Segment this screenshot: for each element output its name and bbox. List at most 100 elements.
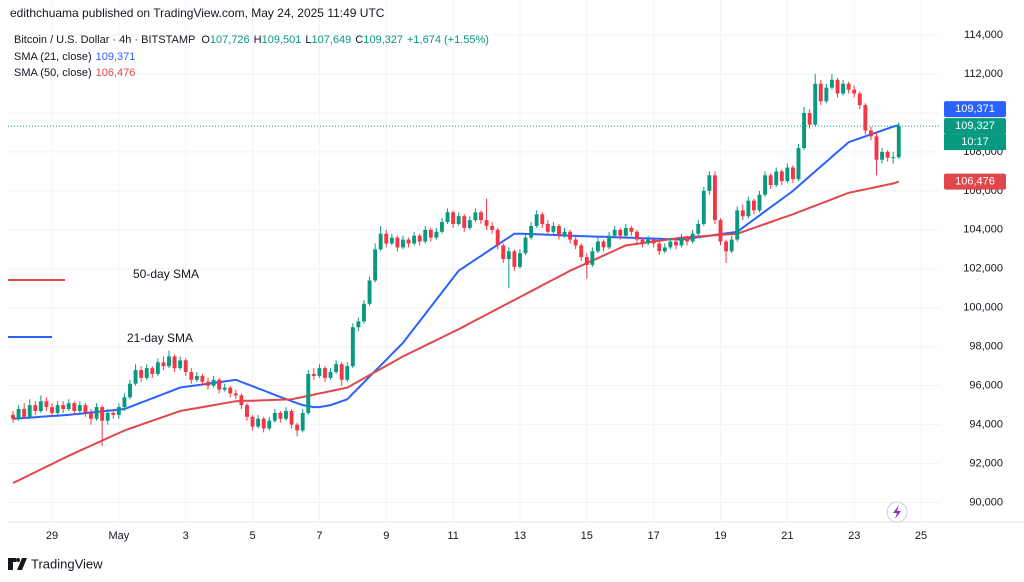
candle-body <box>139 370 144 378</box>
candle-body <box>22 409 27 417</box>
candle-body <box>189 372 194 380</box>
legend-value: 106,476 <box>96 67 136 79</box>
candle-body <box>178 360 183 369</box>
candle-body <box>323 368 327 378</box>
candle-body <box>423 229 428 242</box>
candle-body <box>284 410 288 419</box>
candle-body <box>384 233 389 244</box>
candle-body <box>33 405 38 411</box>
candle-body <box>807 112 812 125</box>
candle-body <box>250 416 255 427</box>
ohlc-value: 109,327 <box>363 34 403 46</box>
candle-body <box>623 227 628 236</box>
candle-body <box>50 407 54 413</box>
candle-body <box>501 245 506 260</box>
candle-body <box>673 241 678 246</box>
candle-body <box>651 239 656 244</box>
y-tick-label: 90,000 <box>969 496 1003 508</box>
candle-body <box>373 249 378 281</box>
y-tick-label: 94,000 <box>969 419 1003 431</box>
candle-body <box>640 239 645 244</box>
candle-body <box>735 210 740 240</box>
candle-body <box>679 237 684 246</box>
candle-body <box>540 214 545 224</box>
candle-body <box>790 167 795 180</box>
candle-body <box>401 239 405 248</box>
x-tick-label: 11 <box>447 530 458 542</box>
candle-body <box>657 243 662 252</box>
candle-body <box>417 235 422 242</box>
candle-body <box>557 225 561 236</box>
candle-body <box>389 237 394 244</box>
candle-body <box>406 239 411 244</box>
candle-body <box>105 412 110 421</box>
candle-body <box>891 157 896 159</box>
ohlc-key: H <box>254 34 262 46</box>
y-tick-label: 102,000 <box>963 263 1003 275</box>
candle-body <box>529 225 534 238</box>
symbol-legend: Bitcoin / U.S. Dollar · 4h · BITSTAMP O10… <box>14 34 489 46</box>
x-tick-label: 29 <box>46 530 58 542</box>
candle-body <box>718 220 723 242</box>
candle-body <box>94 407 99 419</box>
close-price-box <box>944 118 1006 135</box>
annotation: 50-day SMA <box>133 267 199 281</box>
candle-body <box>239 395 244 406</box>
candle-body <box>256 418 261 427</box>
x-tick-label: May <box>108 530 129 542</box>
legend-name: SMA (50, close) <box>14 67 92 79</box>
candle-body <box>267 420 272 429</box>
candle-body <box>11 414 15 419</box>
candle-body <box>27 405 32 417</box>
candle-body <box>796 148 801 180</box>
countdown-label: 10:17 <box>961 136 989 148</box>
candle-body <box>880 151 885 160</box>
candle-body <box>89 412 93 419</box>
candle-body <box>378 233 383 250</box>
candle-body <box>77 405 82 411</box>
y-tick-label: 92,000 <box>969 457 1003 469</box>
x-tick-label: 15 <box>581 530 593 542</box>
candle-body <box>100 407 105 421</box>
candle-body <box>211 379 216 386</box>
candle-body <box>311 373 316 376</box>
candle-body <box>818 83 823 102</box>
candle-body <box>802 112 807 149</box>
candle-body <box>707 175 712 191</box>
candle-body <box>128 383 132 398</box>
x-tick-label: 13 <box>514 530 526 542</box>
logo-dot <box>16 558 20 562</box>
candle-body <box>72 403 77 411</box>
candle-body <box>612 229 617 236</box>
candle-body <box>222 387 227 390</box>
candle-body <box>685 237 690 242</box>
candle-body <box>618 229 623 236</box>
y-tick-label: 100,000 <box>963 302 1003 314</box>
replay-icon[interactable] <box>886 501 908 523</box>
close-price-label: 109,327 <box>955 120 995 132</box>
candle-body <box>339 364 344 380</box>
candle-body <box>584 257 589 265</box>
candle-body <box>83 405 88 413</box>
candle-body <box>473 212 478 221</box>
x-tick-label: 9 <box>383 530 389 542</box>
candle-body <box>245 405 249 417</box>
candle-body <box>841 83 846 94</box>
candle-body <box>434 231 439 238</box>
candle-body <box>518 253 522 267</box>
candle-body <box>774 171 779 186</box>
candle-body <box>712 175 717 221</box>
candle-body <box>568 231 573 240</box>
icon-bolt[interactable] <box>893 505 901 519</box>
candle-body <box>490 225 495 230</box>
y-tick-label: 114,000 <box>964 29 1003 41</box>
candle-body <box>868 130 873 137</box>
candle-body <box>512 251 517 267</box>
candle-body <box>534 214 539 226</box>
candle-body <box>662 247 667 252</box>
candle-body <box>896 126 901 158</box>
candle-body <box>857 93 862 106</box>
candle-body <box>317 368 322 376</box>
candle-body <box>55 405 60 413</box>
